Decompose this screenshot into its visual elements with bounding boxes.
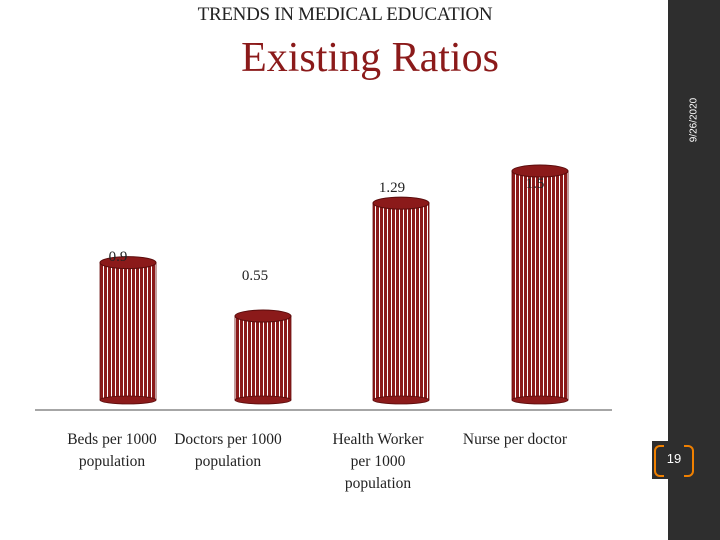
data-label: 0.9	[109, 249, 128, 265]
bar	[99, 256, 157, 405]
category-label: Health Worker	[332, 431, 424, 448]
data-label: 0.55	[242, 268, 268, 284]
slide-date: 9/26/2020	[688, 97, 700, 143]
labels-layer: 0.9 0.55 1.29 1.5 Beds per 1000 population Doc…	[67, 176, 568, 492]
data-label: 1.5	[526, 176, 545, 192]
bar-chart: 0.9 0.55 1.29 1.5 Beds per 1000 population Doc…	[35, 164, 612, 492]
slide-title: Existing Ratios	[241, 35, 499, 81]
category-label: Doctors per 1000	[174, 431, 282, 448]
data-label: 1.29	[379, 180, 405, 196]
page-number: 19	[666, 451, 682, 466]
bars-layer	[99, 164, 569, 405]
category-label: per 1000	[351, 453, 406, 470]
header-title: TRENDS IN MEDICAL EDUCATION	[197, 4, 493, 25]
bar	[234, 309, 292, 405]
bar	[511, 164, 569, 405]
right-bracket-icon	[684, 445, 694, 477]
left-bracket-icon	[654, 445, 664, 477]
category-label: population	[345, 475, 412, 492]
category-label: population	[195, 453, 262, 470]
category-label: population	[79, 453, 146, 470]
category-label: Nurse per doctor	[463, 431, 568, 448]
page-number-badge: 19	[652, 441, 696, 479]
bar	[372, 196, 430, 405]
category-label: Beds per 1000	[67, 431, 157, 448]
